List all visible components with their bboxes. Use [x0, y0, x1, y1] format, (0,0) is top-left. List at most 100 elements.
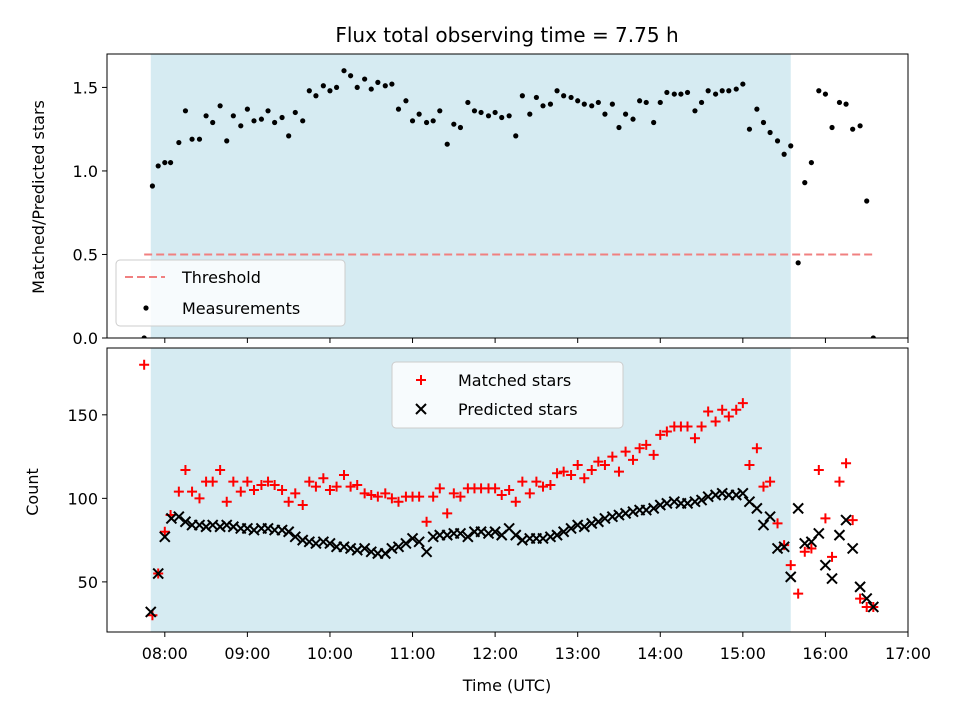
matched-star-point	[496, 490, 507, 501]
bottom-y-tick-label: 100	[67, 489, 98, 508]
bottom-panel: 08:00 09:00 10:00 11:00 12:00 13:00 14:00 15:00…	[67, 347, 931, 663]
matched-star-point	[524, 488, 535, 499]
predicted-star-point	[730, 489, 742, 501]
predicted-star-point	[606, 511, 619, 523]
predicted-star-point	[571, 519, 584, 531]
bottom-y-tick-label: 50	[78, 573, 98, 592]
measurement-point	[182, 108, 189, 114]
legend-measurements-swatch	[143, 305, 149, 311]
legend-matched-label: Matched stars	[458, 371, 571, 390]
predicted-star-point	[689, 495, 701, 508]
legend-predicted-swatch	[415, 403, 427, 415]
predicted-star-point	[627, 506, 639, 518]
top-y-tick-label: 1.0	[73, 162, 98, 181]
measurement-point	[251, 118, 257, 124]
matched-star-point	[661, 426, 672, 437]
measurement-point	[740, 81, 746, 87]
predicted-star-point	[400, 537, 412, 550]
measurement-point	[224, 138, 230, 144]
predicted-star-point	[303, 536, 316, 548]
matched-star-point	[599, 459, 610, 470]
measurement-point	[581, 101, 587, 107]
measurement-point	[327, 88, 333, 94]
measurement-point	[306, 88, 312, 94]
measurement-point	[698, 99, 705, 106]
matched-star-point	[799, 546, 810, 557]
predicted-star-point	[840, 514, 852, 526]
predicted-star-point	[152, 567, 164, 580]
predicted-star-point	[214, 521, 226, 533]
matched-star-point	[552, 468, 563, 479]
measurement-point	[788, 143, 794, 149]
top-y-axis-label: Matched/Predicted stars	[29, 100, 48, 294]
predicted-star-point	[420, 546, 433, 558]
matched-star-point	[538, 481, 549, 492]
measurement-point	[478, 109, 484, 116]
measurement-point	[409, 118, 416, 124]
x-tick-label: 15:00	[720, 644, 766, 663]
measurement-point	[292, 109, 298, 116]
matched-star-point	[682, 421, 693, 432]
matched-star-point	[841, 458, 852, 469]
matched-star-point	[696, 421, 707, 432]
measurement-point	[719, 88, 725, 94]
matched-star-point	[641, 439, 652, 450]
measurement-point	[320, 83, 326, 89]
measurement-point	[265, 108, 271, 114]
measurement-point	[471, 108, 478, 114]
measurement-point	[519, 93, 525, 99]
predicted-star-point	[846, 542, 859, 555]
predicted-star-point	[668, 495, 681, 508]
measurement-point	[492, 109, 498, 116]
predicted-star-point	[813, 527, 825, 540]
measurement-point	[149, 183, 156, 189]
matched-star-point	[785, 560, 796, 571]
measurement-point	[395, 106, 402, 112]
measurement-point	[843, 101, 849, 107]
measurement-point	[451, 121, 457, 127]
matched-star-point	[180, 464, 191, 475]
predicted-star-point	[392, 541, 405, 553]
top-y-tick-label: 0.5	[73, 245, 98, 264]
predicted-star-point	[716, 487, 728, 500]
measurement-point	[368, 86, 374, 92]
top-legend-box	[115, 259, 346, 327]
matched-star-point	[352, 479, 363, 490]
measurement-point	[781, 151, 787, 157]
matched-star-point	[228, 476, 239, 487]
predicted-star-point	[241, 522, 254, 535]
matched-star-point	[277, 485, 288, 495]
measurement-point	[637, 98, 643, 104]
measurement-point	[616, 124, 622, 131]
matched-star-point	[263, 476, 274, 487]
measurement-point	[630, 116, 636, 122]
measurement-point	[457, 124, 464, 131]
matched-star-point	[613, 466, 624, 477]
measurement-point	[362, 76, 368, 82]
predicted-star-point	[324, 537, 336, 550]
predicted-star-point	[200, 521, 212, 533]
matched-star-point	[269, 479, 280, 490]
measurement-point	[575, 98, 581, 104]
measurement-point	[196, 136, 203, 142]
matched-star-point	[338, 469, 349, 480]
predicted-star-point	[586, 517, 598, 530]
measurement-point	[850, 126, 856, 132]
series-measurements	[141, 68, 876, 338]
series-predicted-stars	[145, 487, 880, 618]
measurement-point	[795, 260, 801, 266]
measurement-point	[403, 98, 409, 104]
predicted-star-point	[551, 529, 563, 541]
x-tick-label: 11:00	[389, 644, 435, 663]
measurement-point	[203, 113, 209, 119]
predicted-star-point	[427, 531, 439, 543]
predicted-star-point	[338, 541, 350, 553]
matched-star-point	[283, 496, 294, 507]
measurement-point	[808, 159, 814, 166]
top-legend: Threshold Measurements	[115, 259, 346, 327]
matched-star-point	[194, 493, 205, 504]
matched-star-point	[310, 481, 321, 492]
legend-predicted-label: Predicted stars	[458, 400, 578, 419]
matched-star-point	[731, 404, 742, 415]
matched-star-point	[448, 488, 459, 499]
